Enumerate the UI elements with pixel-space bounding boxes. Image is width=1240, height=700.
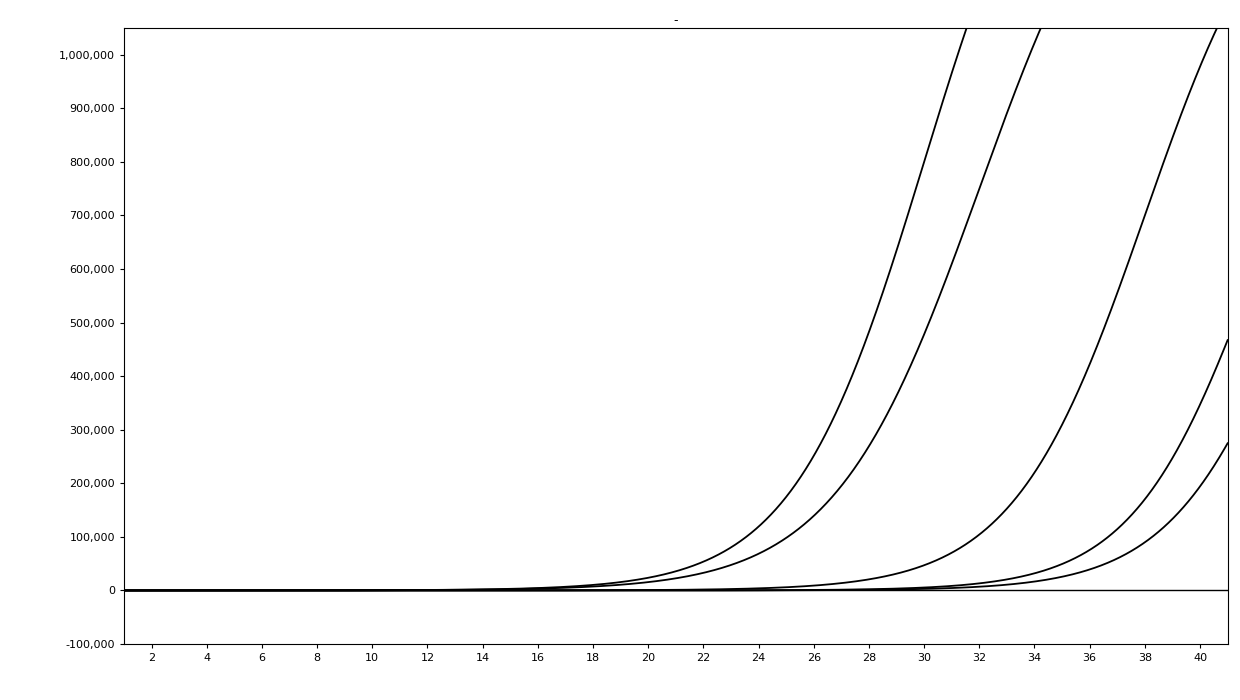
Title: -: - [673,14,678,27]
